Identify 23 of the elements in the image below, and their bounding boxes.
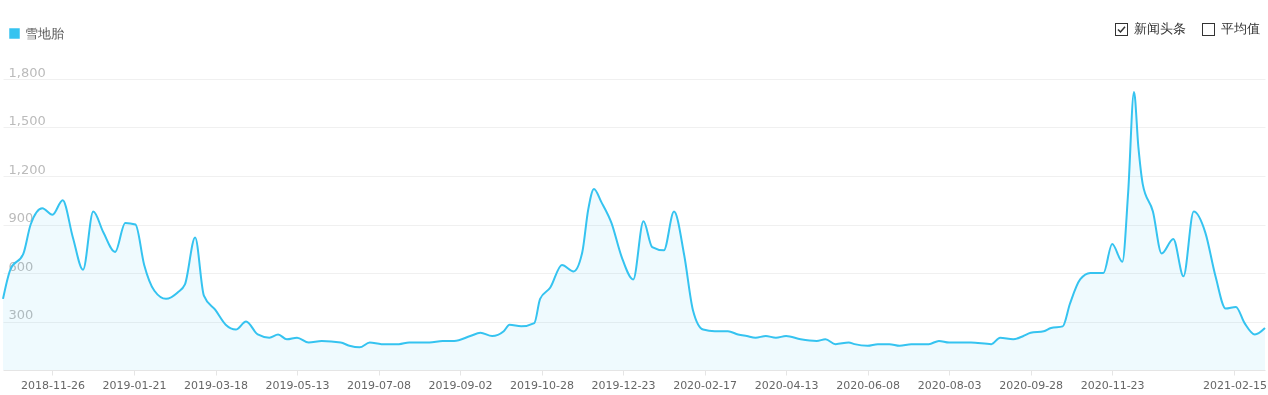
text: 平均值 [1221,20,1260,38]
x-tick-label: 2019-05-13 [265,378,330,392]
y-tick-label: 1,200 [8,161,46,177]
y-tick-label: 900 [8,210,34,225]
x-tick-label: 2019-03-18 [184,378,248,392]
x-tick-label: 2018-11-26 [21,378,85,392]
y-tick-label: 300 [8,307,34,322]
text: 新闻头条 [1134,20,1186,38]
x-tick-label: 2020-06-08 [836,378,901,392]
y-tick-label: 1,800 [8,64,46,80]
x-tick-label: 2019-10-28 [510,378,575,392]
x-tick-label: 2020-08-03 [917,378,982,392]
x-tick-label: 2020-04-13 [754,378,819,392]
x-tick-label: 2019-12-23 [591,378,656,392]
x-tick-label: 2020-02-17 [673,378,738,392]
x-tick-label: 2019-01-21 [102,378,167,392]
x-tick-label: 2020-09-28 [999,378,1064,392]
legend-label: 雪地胎 [25,25,64,41]
x-tick-label: 2020-11-23 [1080,378,1145,392]
x-tick-label: 2021-02-15 [1202,378,1267,392]
x-tick-label: 2019-07-08 [347,378,412,392]
x-tick-label: 2019-09-02 [428,378,493,392]
y-tick-label: 1,500 [8,113,46,128]
